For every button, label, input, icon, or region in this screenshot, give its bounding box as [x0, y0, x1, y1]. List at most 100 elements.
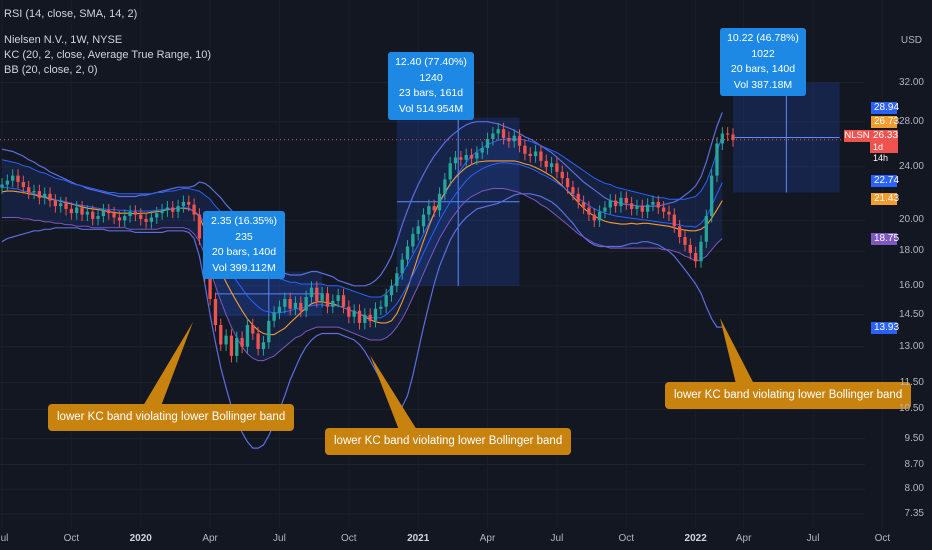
candle-body [523, 145, 527, 154]
candle-body [613, 200, 618, 207]
candle-body [379, 306, 383, 309]
candle-body [400, 259, 404, 274]
candle-body [581, 201, 586, 208]
candle-body [411, 233, 415, 247]
candle-body [197, 214, 202, 239]
kc-lower-tag: 18.75 [871, 233, 899, 245]
annotation-callout-2[interactable]: lower KC band violating lower Bollinger … [325, 428, 572, 455]
y-tick-label: 10.50 [898, 403, 924, 415]
measure-box-1[interactable]: 2.35 (16.35%) 235 20 bars, 140d Vol 399.… [203, 211, 285, 279]
x-tick-label: Apr [479, 533, 496, 544]
keltner-fill [2, 135, 723, 361]
kc-legend[interactable]: KC (20, 2, close, Average True Range, 10… [4, 49, 212, 61]
candles [0, 122, 735, 363]
candle-body [619, 197, 623, 207]
candle-body [267, 320, 271, 343]
candle-body [293, 302, 298, 309]
candle-body [629, 203, 634, 209]
measure-volume: Vol 399.112M [212, 261, 276, 274]
candle-body [720, 133, 724, 144]
candle-body [587, 207, 591, 215]
candle-body [309, 287, 314, 298]
measure-box-3[interactable]: 10.22 (46.78%) 1022 20 bars, 140d Vol 38… [720, 28, 806, 96]
y-tick-label: 7.35 [904, 507, 924, 519]
candle-body [555, 163, 559, 172]
candle-body [592, 214, 596, 221]
candle-body [149, 217, 154, 222]
bollinger-upper-line [1, 112, 723, 287]
candle-body [710, 175, 714, 217]
measure-bars: 23 bars, 161d [398, 87, 464, 99]
y-tick-label: 20.00 [898, 214, 924, 226]
candle-body [416, 226, 420, 234]
candle-body [320, 293, 324, 301]
candle-body [261, 342, 266, 349]
candle-body [96, 216, 100, 219]
candle-body [336, 295, 340, 301]
candle-body [491, 133, 495, 139]
candle-body [43, 193, 47, 198]
candle-body [283, 298, 287, 307]
bb-legend[interactable]: BB (20, close, 2, 0) [4, 64, 98, 76]
candle-body [123, 216, 127, 221]
measure-volume: Vol 514.954M [398, 102, 464, 115]
candle-body [64, 203, 68, 209]
candle-body [235, 337, 239, 356]
candle-body [715, 143, 719, 176]
candle-body [496, 129, 500, 134]
bb-mid-tag: 21.43 [871, 193, 899, 205]
candle-body [437, 193, 442, 211]
candle-body [245, 324, 250, 347]
x-tick-label: Oct [341, 533, 357, 544]
candle-body [363, 314, 367, 323]
candle-body [251, 324, 255, 334]
candle-body [85, 211, 90, 215]
candle-body [384, 295, 388, 307]
candle-body [571, 187, 575, 194]
annotation-callout-3[interactable]: lower KC band violating lower Bollinger … [665, 382, 912, 409]
symbol-legend[interactable]: Nielsen N.V., 1W, NYSE [4, 34, 123, 46]
candle-body [677, 226, 682, 237]
candle-body [731, 134, 735, 141]
x-tick-label: Oct [618, 533, 635, 544]
candle-body [11, 175, 15, 181]
measure-volume: Vol 387.18M [733, 78, 793, 91]
candle-body [395, 273, 399, 286]
x-tick-label: Apr [735, 533, 752, 544]
callout-pointer [143, 322, 193, 406]
currency-label: USD [900, 35, 922, 46]
candle-body [368, 314, 372, 321]
rsi-legend[interactable]: RSI (14, close, SMA, 14, 2) [4, 8, 138, 20]
candle-body [688, 244, 692, 253]
candle-body [661, 207, 666, 212]
candle-body [53, 200, 58, 207]
x-tick-label: Oct [874, 533, 891, 544]
candle-body [693, 252, 698, 262]
candle-body [133, 211, 138, 215]
candle-body [352, 310, 356, 317]
x-tick-label: Jul [550, 533, 564, 544]
candle-body [469, 154, 474, 159]
kc-upper-tag: 26.73 [871, 116, 899, 128]
annotation-callout-1[interactable]: lower KC band violating lower Bollinger … [48, 404, 295, 431]
symbol-tag: NLSN [844, 130, 870, 142]
candle-body [480, 148, 484, 153]
candle-body [181, 201, 186, 207]
measure-zones [215, 82, 840, 317]
x-tick-label: 2020 [129, 533, 152, 544]
candle-body [240, 337, 244, 347]
candle-body [640, 206, 644, 212]
y-tick-label: 11.50 [899, 376, 924, 388]
y-tick-label: 13.00 [898, 340, 924, 352]
candle-body [160, 210, 164, 214]
candle-body [171, 207, 175, 212]
measure-box-2[interactable]: 12.40 (77.40%) 1240 23 bars, 161d Vol 51… [388, 52, 474, 120]
candle-body [165, 207, 170, 211]
candle-body [219, 324, 223, 345]
candle-body [512, 135, 516, 142]
candle-body [325, 293, 330, 307]
candle-body [373, 308, 378, 321]
candle-body [549, 163, 554, 167]
x-tick-label: Oct [63, 533, 80, 544]
candle-body [128, 211, 132, 217]
